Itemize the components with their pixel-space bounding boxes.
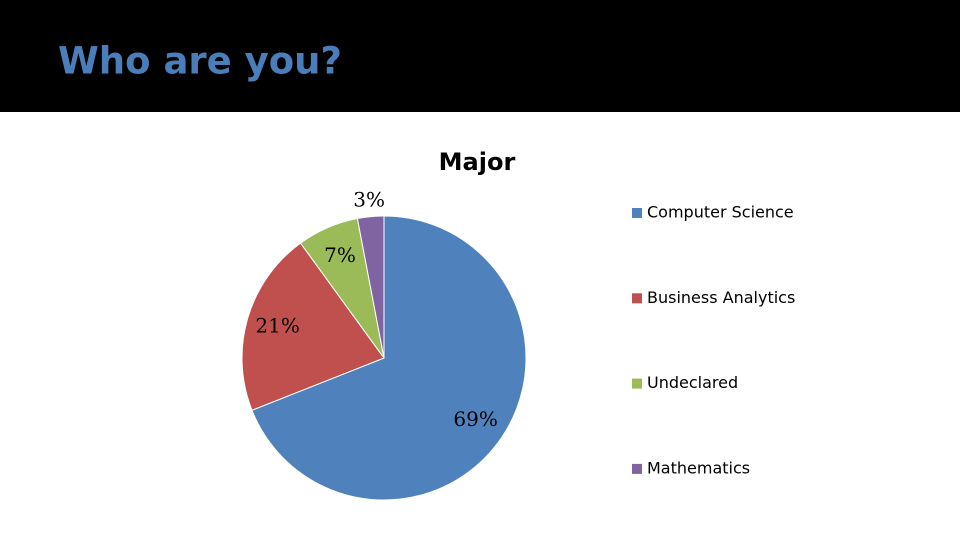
chart-title: Major [439, 148, 516, 176]
legend-swatch [632, 463, 642, 474]
pie-slice [241, 242, 385, 411]
legend-label: Business Analytics [647, 288, 795, 307]
header-band [0, 0, 960, 112]
pie-slice [356, 215, 385, 359]
data-label: 69% [453, 407, 497, 431]
legend-swatch [632, 293, 642, 304]
data-label: 7% [324, 243, 356, 267]
slide-title: Who are you? [58, 40, 342, 83]
data-label: 21% [255, 314, 299, 338]
legend-label: Computer Science [647, 203, 794, 222]
legend: Computer Science Business Analytics Undecl… [632, 203, 795, 477]
legend-label: Mathematics [647, 458, 750, 477]
pie: 69% 21% 7% 3% [241, 188, 527, 501]
pie-slice [251, 215, 527, 501]
legend-label: Undeclared [647, 373, 738, 392]
legend-swatch [632, 208, 642, 218]
data-label: 3% [353, 188, 385, 212]
legend-swatch [632, 378, 642, 389]
